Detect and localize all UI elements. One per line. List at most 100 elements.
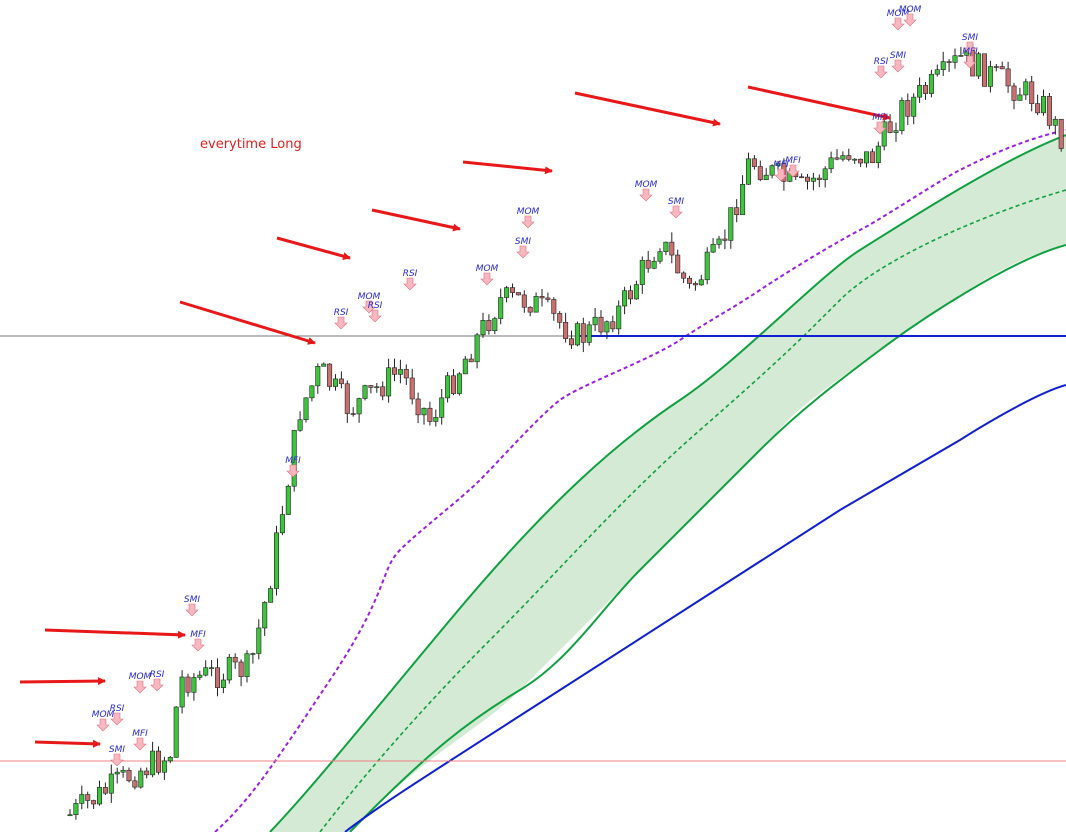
signal-arrow [185,603,199,617]
candle [102,787,108,794]
candle [1011,85,1017,101]
candle [256,627,262,654]
annotation: everytime Long [200,137,302,152]
candle [1058,118,1064,149]
candle [215,667,221,688]
candle [1041,96,1047,114]
candle [108,773,114,794]
candle [97,787,103,805]
candle [981,53,987,87]
candle [875,145,881,164]
signal-arrow [516,245,530,259]
signal-label: MOM [635,180,658,190]
candle [279,514,285,534]
signal-arrow [786,164,800,178]
candle [692,283,698,286]
candle [533,296,539,313]
candle [563,322,569,339]
candle [1052,118,1058,126]
signal-arrow [963,41,977,55]
candle [492,318,498,332]
candle [645,259,651,269]
candle [1023,81,1029,96]
cloud-band [270,135,1066,832]
signal-arrow [873,121,887,135]
candle [911,96,917,117]
signal-arrow [191,638,205,652]
signal-label: MOM [476,264,499,274]
candle [161,760,167,773]
candle [745,158,751,185]
candle [763,174,769,180]
candle [958,55,964,57]
candle [751,158,757,167]
signal-arrow [286,464,300,478]
candle [515,292,521,296]
signal-arrow [133,680,147,694]
signal-arrow [669,205,683,219]
candle [887,121,893,133]
candle [450,375,456,394]
candle [179,676,185,708]
candle [332,378,338,387]
candle [156,750,162,773]
signal-arrow [150,678,164,692]
candle [869,151,875,164]
candle [651,260,657,269]
candle [704,251,710,281]
candle [91,800,97,805]
candle [893,130,899,133]
signal-arrow [891,59,905,73]
signal-label: MOM [887,9,910,19]
candle [899,100,905,131]
candle [846,155,852,160]
candle [397,369,403,375]
candle [686,277,692,284]
signal-label: MFI [285,456,301,466]
band-upper [269,134,1066,832]
candle [167,757,173,762]
candle [863,151,869,164]
candle [509,287,515,293]
signal-label: MOM [358,292,381,302]
candle [952,55,958,63]
candle [498,297,504,319]
candle [368,385,374,388]
candle [681,272,687,279]
candle [580,323,586,343]
candle [403,369,409,379]
arrow [574,91,721,127]
candle [622,290,628,307]
candle [203,667,209,676]
candle [344,383,350,414]
signal-arrow [521,215,535,229]
candle [757,166,763,180]
candle [858,158,864,164]
candle [557,313,563,323]
signal-label: SMI [890,51,906,61]
signal-arrow [874,65,888,79]
arrow [19,677,106,686]
candle [462,358,468,375]
candle [810,177,816,182]
candle [633,284,639,300]
candle [273,532,279,589]
candle [722,238,728,241]
candle [922,85,928,94]
signal-label: SMI [962,33,978,43]
candle [474,334,480,363]
candle [840,155,846,160]
candle [657,251,663,262]
candle [545,297,551,300]
candle [303,397,309,421]
candle [804,176,810,182]
blue-ma [344,384,1066,832]
candle [999,66,1005,70]
candle [285,485,291,515]
signal-label: MFI [785,156,801,166]
candle [486,320,492,332]
candle [592,316,598,326]
signal-label: SMI [668,197,684,207]
